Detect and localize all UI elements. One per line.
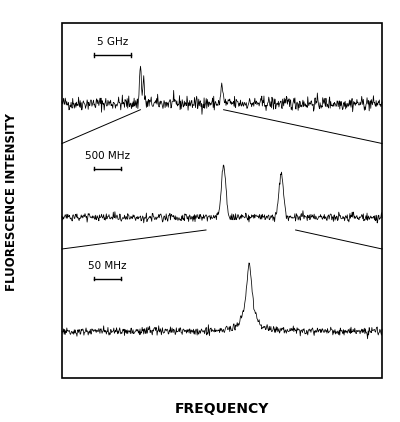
Text: FREQUENCY: FREQUENCY bbox=[175, 402, 269, 416]
Bar bbox=[62, 23, 382, 378]
Text: FLUORESCENCE INTENSITY: FLUORESCENCE INTENSITY bbox=[6, 114, 18, 292]
Text: 500 MHz: 500 MHz bbox=[85, 151, 130, 161]
Text: 5 GHz: 5 GHz bbox=[97, 37, 128, 47]
Text: 50 MHz: 50 MHz bbox=[88, 261, 127, 271]
